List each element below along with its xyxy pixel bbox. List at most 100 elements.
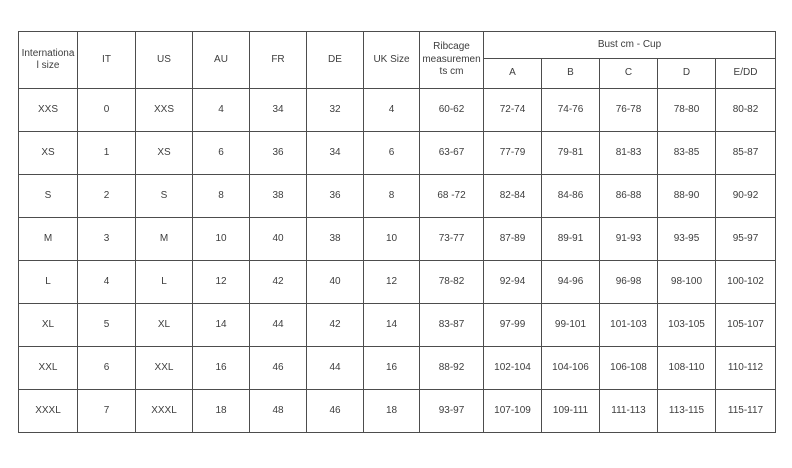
cell-fr: 38 <box>249 174 307 218</box>
cell-cup-b: 99-101 <box>541 303 600 347</box>
cell-it: 7 <box>77 389 136 433</box>
cell-us: S <box>135 174 193 218</box>
cell-ribcage: 73-77 <box>419 217 484 261</box>
cell-ribcage: 60-62 <box>419 88 484 132</box>
header-row-cups: A B C D E/DD <box>19 58 776 89</box>
cell-cup-d: 103-105 <box>657 303 716 347</box>
cell-cup-d: 113-115 <box>657 389 716 433</box>
table-row: XXXL 7 XXXL 18 48 46 18 93-97 107-109 109-111 111-… <box>18 389 776 433</box>
cell-cup-a: 102-104 <box>483 346 542 390</box>
cell-fr: 40 <box>249 217 307 261</box>
size-chart-container: International size IT US AU FR DE UK Siz… <box>18 31 776 433</box>
header-row-group: International size IT US AU FR DE UK Siz… <box>18 31 776 89</box>
table-row: M 3 M 10 40 38 10 73-77 87-89 89-91 91-93 93-95 95-9… <box>18 217 776 261</box>
cell-it: 0 <box>77 88 136 132</box>
cell-de: 34 <box>306 131 364 175</box>
cell-it: 6 <box>77 346 136 390</box>
cell-it: 2 <box>77 174 136 218</box>
cell-uk-size: 18 <box>363 389 420 433</box>
cell-cup-a: 72-74 <box>483 88 542 132</box>
cell-ribcage: 63-67 <box>419 131 484 175</box>
cell-international-size: M <box>18 217 78 261</box>
cell-cup-edd: 100-102 <box>715 260 776 304</box>
cell-cup-a: 77-79 <box>483 131 542 175</box>
cell-it: 3 <box>77 217 136 261</box>
cell-cup-c: 76-78 <box>599 88 658 132</box>
cell-us: M <box>135 217 193 261</box>
cell-cup-a: 97-99 <box>483 303 542 347</box>
cell-de: 32 <box>306 88 364 132</box>
cell-cup-c: 111-113 <box>599 389 658 433</box>
cell-cup-c: 86-88 <box>599 174 658 218</box>
cell-uk-size: 12 <box>363 260 420 304</box>
cell-cup-b: 74-76 <box>541 88 600 132</box>
header-ribcage: Ribcage measurements cm <box>419 31 484 89</box>
header-cup-c: C <box>599 58 658 89</box>
cell-cup-edd: 105-107 <box>715 303 776 347</box>
header-cup-b: B <box>541 58 600 89</box>
header-cup-d: D <box>657 58 716 89</box>
cell-au: 16 <box>192 346 250 390</box>
cell-cup-edd: 85-87 <box>715 131 776 175</box>
cell-international-size: XS <box>18 131 78 175</box>
cell-uk-size: 6 <box>363 131 420 175</box>
cell-cup-c: 101-103 <box>599 303 658 347</box>
header-uk-size: UK Size <box>363 31 420 89</box>
cell-us: XL <box>135 303 193 347</box>
cell-de: 42 <box>306 303 364 347</box>
size-chart-table: International size IT US AU FR DE UK Siz… <box>18 31 776 433</box>
cell-fr: 34 <box>249 88 307 132</box>
cell-cup-b: 84-86 <box>541 174 600 218</box>
cell-international-size: S <box>18 174 78 218</box>
cell-au: 6 <box>192 131 250 175</box>
cell-us: XXL <box>135 346 193 390</box>
cell-de: 46 <box>306 389 364 433</box>
cell-cup-d: 93-95 <box>657 217 716 261</box>
cell-cup-d: 83-85 <box>657 131 716 175</box>
cell-cup-b: 89-91 <box>541 217 600 261</box>
cell-au: 18 <box>192 389 250 433</box>
cell-it: 1 <box>77 131 136 175</box>
cell-international-size: XXS <box>18 88 78 132</box>
cell-international-size: L <box>18 260 78 304</box>
cell-ribcage: 78-82 <box>419 260 484 304</box>
header-cup-a: A <box>483 58 542 89</box>
cell-cup-b: 79-81 <box>541 131 600 175</box>
header-us: US <box>135 31 193 89</box>
cell-fr: 36 <box>249 131 307 175</box>
cell-fr: 42 <box>249 260 307 304</box>
header-cup-e-dd: E/DD <box>715 58 776 89</box>
cell-cup-b: 109-111 <box>541 389 600 433</box>
cell-it: 4 <box>77 260 136 304</box>
header-de: DE <box>306 31 364 89</box>
cell-de: 36 <box>306 174 364 218</box>
cell-cup-b: 94-96 <box>541 260 600 304</box>
table-header: International size IT US AU FR DE UK Siz… <box>18 31 776 89</box>
cell-cup-edd: 90-92 <box>715 174 776 218</box>
cell-uk-size: 4 <box>363 88 420 132</box>
cell-ribcage: 93-97 <box>419 389 484 433</box>
cell-uk-size: 16 <box>363 346 420 390</box>
cell-de: 40 <box>306 260 364 304</box>
cell-us: XXXL <box>135 389 193 433</box>
cell-ribcage: 83-87 <box>419 303 484 347</box>
cell-au: 4 <box>192 88 250 132</box>
cell-cup-c: 106-108 <box>599 346 658 390</box>
cell-uk-size: 14 <box>363 303 420 347</box>
header-it: IT <box>77 31 136 89</box>
cell-cup-a: 107-109 <box>483 389 542 433</box>
cell-cup-b: 104-106 <box>541 346 600 390</box>
table-row: XL 5 XL 14 44 42 14 83-87 97-99 99-101 101-103 103-… <box>18 303 776 347</box>
table-row: S 2 S 8 38 36 8 68 -72 82-84 84-86 86-88 88-90 90-92 <box>18 174 776 218</box>
cell-cup-edd: 110-112 <box>715 346 776 390</box>
cell-us: XXS <box>135 88 193 132</box>
cell-it: 5 <box>77 303 136 347</box>
table-row: XXS 0 XXS 4 34 32 4 60-62 72-74 74-76 76-78 78-80 80… <box>18 88 776 132</box>
cell-international-size: XXL <box>18 346 78 390</box>
cell-cup-c: 96-98 <box>599 260 658 304</box>
cell-cup-d: 108-110 <box>657 346 716 390</box>
cell-au: 10 <box>192 217 250 261</box>
cell-cup-a: 92-94 <box>483 260 542 304</box>
cell-uk-size: 10 <box>363 217 420 261</box>
